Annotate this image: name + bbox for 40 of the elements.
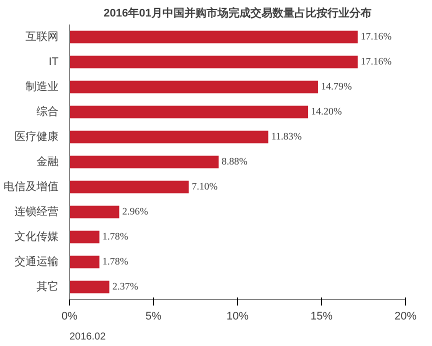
x-tick-label: 15% (310, 310, 333, 322)
x-tick-label: 20% (394, 310, 417, 322)
data-label: 11.83% (271, 132, 302, 142)
bar (70, 230, 100, 244)
bar (70, 56, 358, 68)
data-label: 14.20% (311, 106, 342, 118)
data-label: 17.16% (360, 32, 392, 42)
bar (70, 106, 308, 118)
y-tick-label: 电信及增值 (4, 180, 58, 193)
data-label: 1.78% (102, 232, 128, 242)
y-tick-label: 文化传媒 (14, 230, 58, 243)
x-tick-label: 0% (62, 310, 78, 322)
y-tick-label: 互联网 (26, 31, 58, 43)
bar (70, 156, 219, 168)
y-tick-label: 连锁经营 (14, 205, 58, 218)
chart-title: 2016年01月中国并购市场完成交易数量占比按行业分布 (104, 6, 372, 20)
bar (70, 256, 100, 268)
data-label: 2.96% (122, 206, 148, 218)
y-tick-label: 交通运输 (14, 255, 58, 268)
text: 2016.02 (70, 332, 106, 342)
y-tick-label: 制造业 (26, 80, 58, 93)
y-tick-label: 医疗健康 (14, 130, 58, 143)
y-tick-label: 其它 (36, 280, 58, 293)
bar (70, 80, 318, 94)
data-label: 7.10% (192, 182, 218, 192)
bar (70, 206, 120, 218)
data-label: 2.37% (112, 282, 138, 292)
y-tick-label: 综合 (36, 105, 58, 118)
data-label: 14.79% (320, 82, 352, 92)
y-tick-label: IT (48, 56, 59, 68)
data-label: 8.88% (222, 156, 248, 168)
bar (70, 180, 189, 194)
x-tick-label: 10% (226, 310, 249, 322)
data-label: 1.78% (102, 256, 128, 268)
y-tick-label: 金融 (36, 156, 58, 168)
data-label: 17.16% (360, 56, 392, 68)
bar (70, 30, 358, 44)
bar (70, 130, 268, 144)
x-tick-label: 5% (146, 310, 162, 322)
bar (70, 280, 110, 294)
